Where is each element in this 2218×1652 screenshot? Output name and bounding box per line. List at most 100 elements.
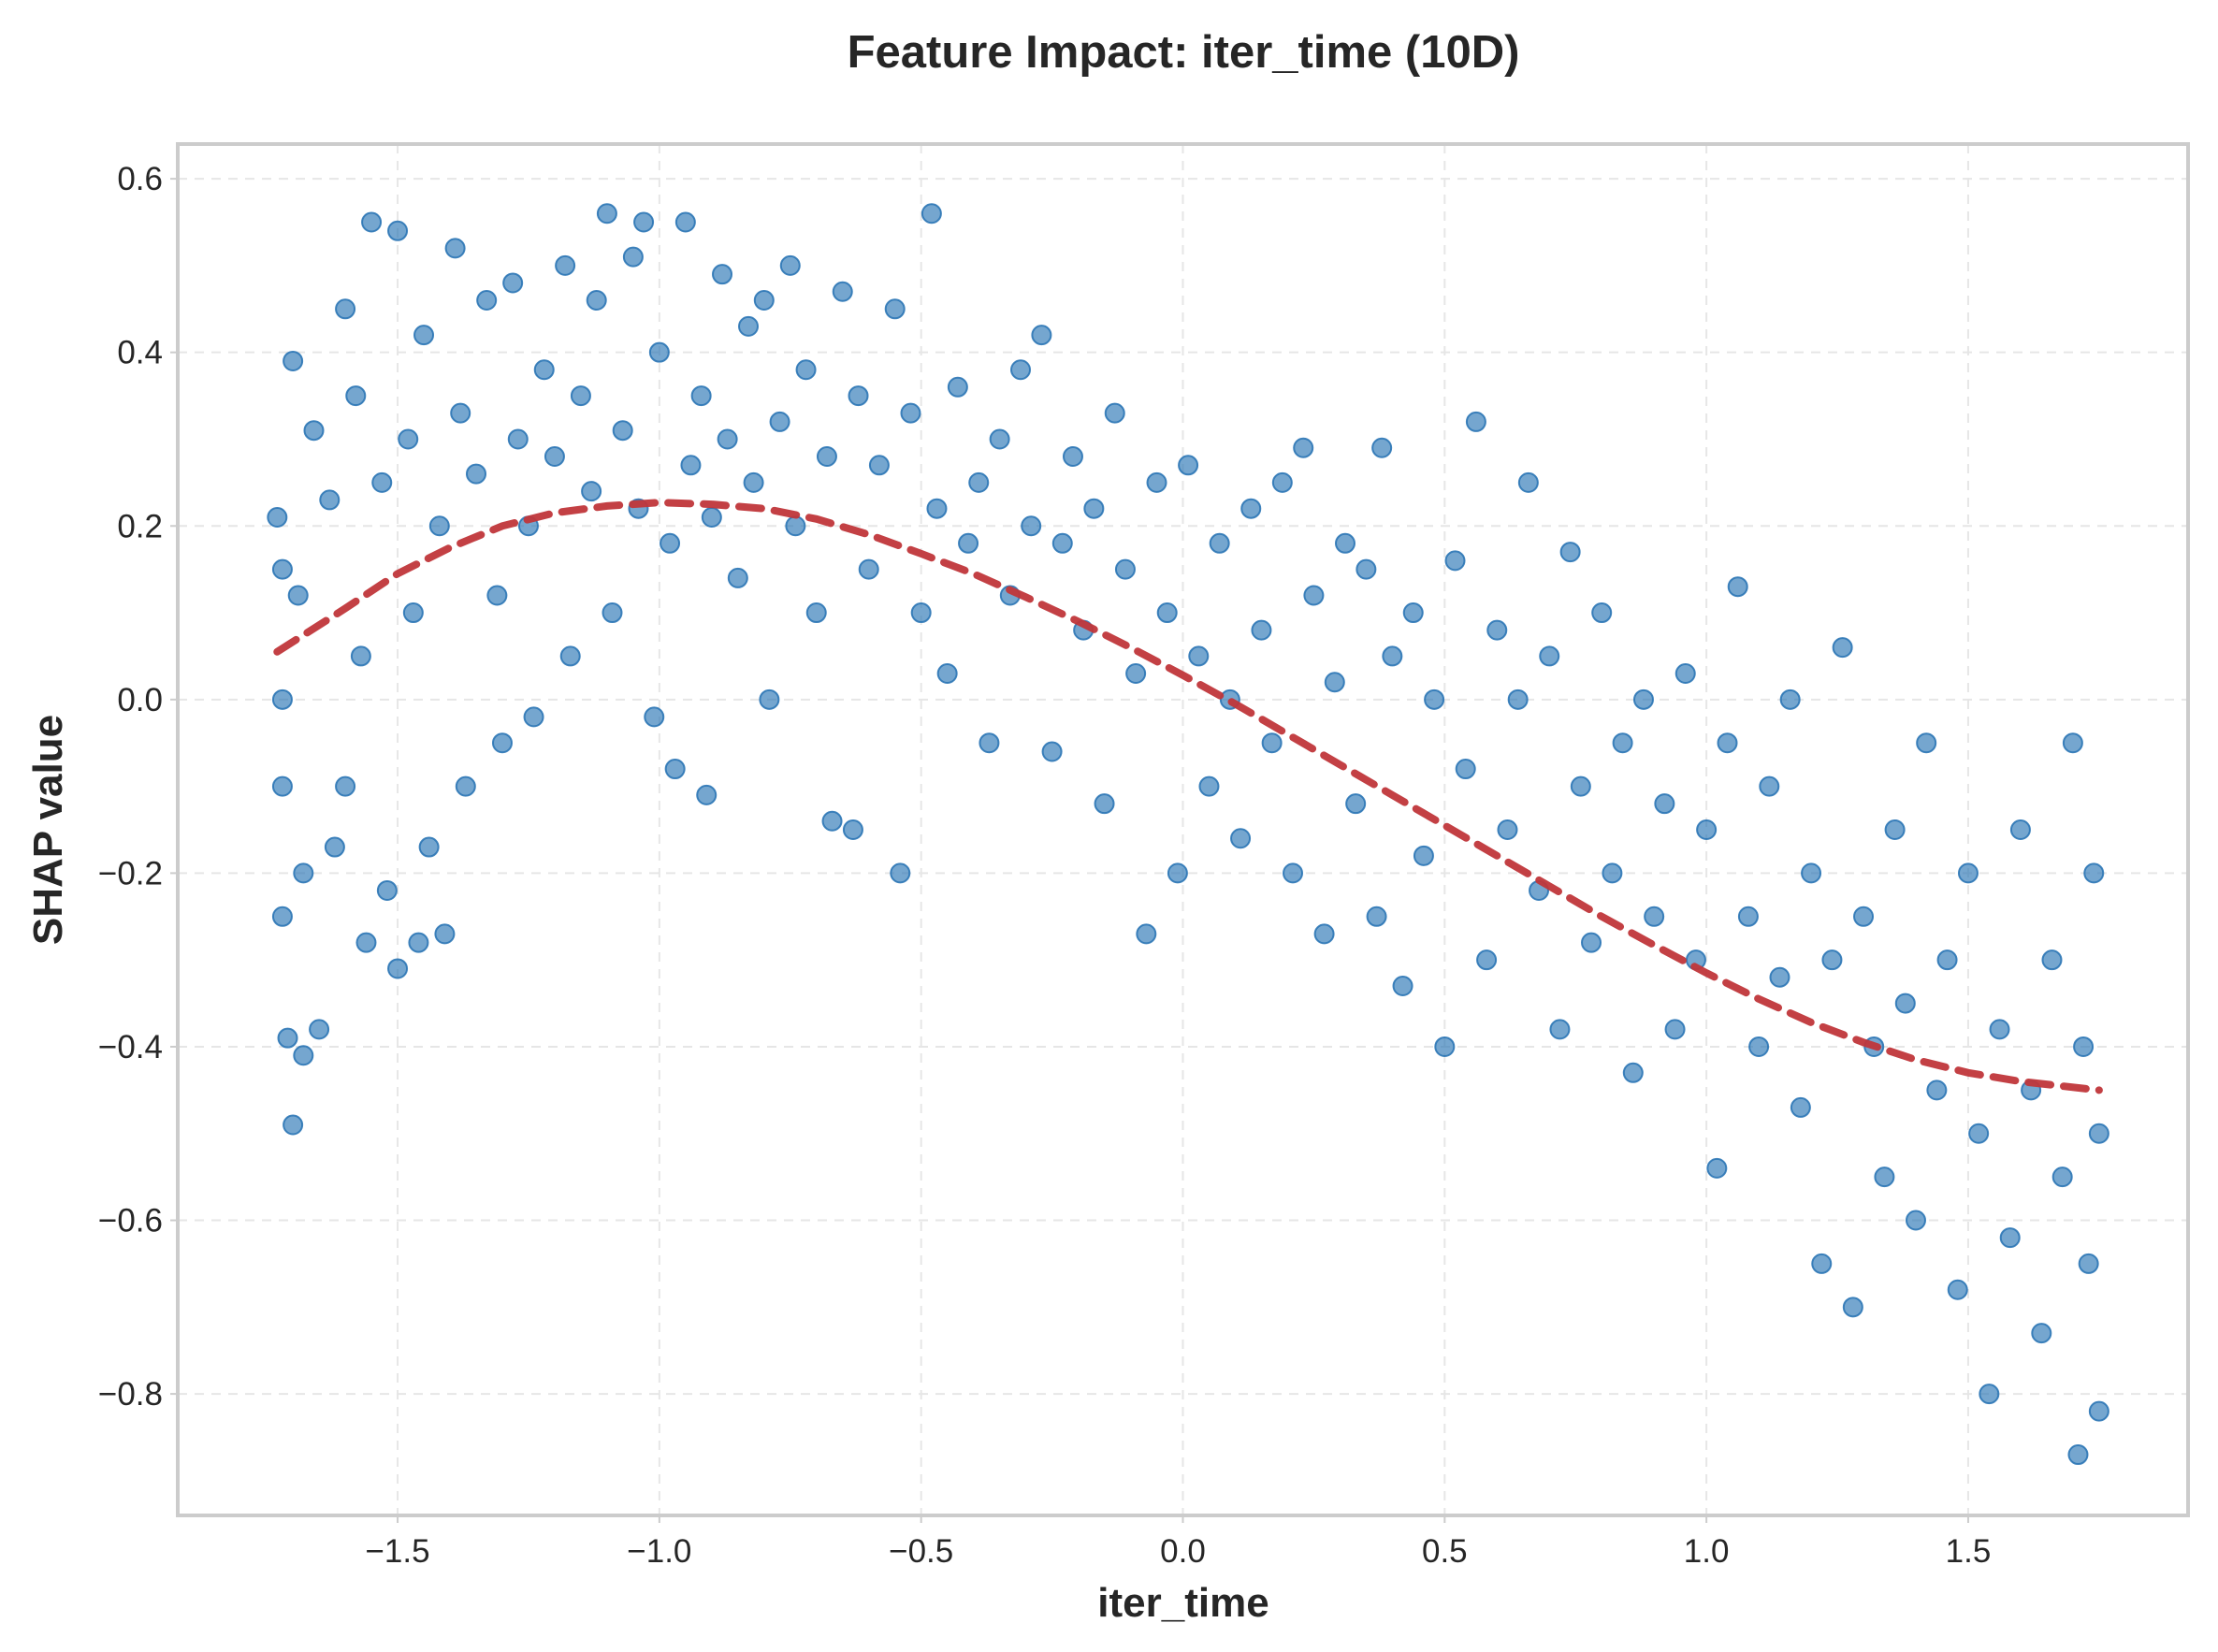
scatter-point: [1465, 411, 1486, 432]
scatter-point: [1539, 645, 1560, 667]
grid: [178, 144, 2188, 1515]
scatter-point: [759, 688, 780, 710]
scatter-point: [1999, 1227, 2021, 1249]
scatter-point: [690, 385, 712, 407]
y-axis-ticks: 0.6 0.4 0.2 0.0 −0.2 −0.4 −0.6 −0.8: [98, 161, 178, 1413]
scatter-point: [848, 385, 869, 407]
y-tick-label: 0.6: [117, 161, 163, 197]
scatter-point: [1094, 793, 1115, 815]
scatter-point: [1125, 662, 1147, 684]
scatter-point: [1926, 1080, 1948, 1101]
scatter-point: [1727, 576, 1748, 598]
scatter-point: [1779, 688, 1801, 710]
scatter-point: [910, 602, 932, 624]
scatter-point: [1853, 906, 1875, 927]
scatter-point: [1821, 949, 1843, 971]
scatter-point: [1392, 976, 1413, 997]
scatter-point: [1622, 1062, 1644, 1083]
scatter-point: [1444, 550, 1466, 572]
x-tick-label: 0.5: [1422, 1533, 1468, 1570]
scatter-point: [1790, 1096, 1811, 1118]
scatter-point: [1644, 906, 1665, 927]
scatter-point: [1801, 862, 1822, 884]
scatter-point: [1366, 906, 1387, 927]
scatter-point: [371, 471, 393, 493]
scatter-point: [1083, 498, 1105, 519]
trend-line-layer: [273, 499, 2103, 1094]
scatter-point: [1293, 437, 1314, 458]
scatter-point: [1156, 602, 1178, 624]
scatter-point: [1916, 732, 1937, 754]
scatter-point: [1324, 672, 1345, 693]
scatter-point: [1240, 498, 1262, 519]
scatter-point: [1261, 732, 1283, 754]
scatter-point: [1230, 828, 1252, 849]
scatter-point: [1706, 1157, 1728, 1179]
scatter-point: [633, 211, 655, 233]
scatter-point: [979, 732, 1000, 754]
scatter-point: [921, 203, 942, 225]
scatter-point: [701, 506, 722, 528]
scatter-point: [1178, 455, 1199, 476]
scatter-point: [1696, 819, 1718, 840]
scatter-point: [2078, 1253, 2099, 1274]
scatter-point: [1654, 793, 1675, 815]
y-tick-label: 0.2: [117, 508, 163, 544]
scatter-point: [361, 211, 383, 233]
scatter-point: [660, 532, 681, 554]
x-tick-label: −1.5: [365, 1533, 429, 1570]
scatter-point: [581, 481, 602, 502]
scatter-point: [1602, 862, 1623, 884]
scatter-point: [2031, 1323, 2052, 1344]
scatter-point: [434, 923, 456, 945]
scatter-point: [753, 290, 775, 312]
scatter-point: [1507, 688, 1529, 710]
scatter-point: [832, 281, 853, 302]
trend-line: [273, 499, 2103, 1094]
scatter-point: [674, 211, 696, 233]
scatter-point: [559, 645, 581, 667]
scatter-point: [402, 602, 424, 624]
scatter-point: [1402, 602, 1424, 624]
scatter-points: [267, 203, 2109, 1466]
scatter-point: [842, 819, 863, 840]
scatter-point: [1769, 966, 1790, 988]
y-tick-label: 0.4: [117, 335, 163, 371]
scatter-point: [2088, 1123, 2109, 1144]
scatter-point: [428, 515, 450, 537]
scatter-point: [738, 315, 760, 337]
scatter-point: [1549, 1019, 1571, 1040]
x-tick-label: −0.5: [889, 1533, 953, 1570]
scatter-point: [947, 376, 968, 398]
scatter-point: [622, 246, 644, 268]
scatter-point: [1632, 688, 1654, 710]
y-tick-label: 0.0: [117, 682, 163, 718]
scatter-point: [387, 958, 409, 979]
scatter-point: [821, 810, 843, 832]
scatter-point: [1283, 862, 1304, 884]
scatter-point: [648, 341, 670, 363]
y-tick-label: −0.2: [98, 855, 163, 891]
scatter-point: [664, 759, 686, 780]
scatter-point: [507, 428, 529, 450]
scatter-point: [1041, 741, 1063, 762]
scatter-point: [1382, 645, 1403, 667]
scatter-point: [1737, 906, 1759, 927]
scatter-point: [816, 446, 837, 468]
scatter-point: [743, 471, 764, 493]
scatter-point: [1413, 845, 1434, 866]
scatter-point: [277, 1027, 298, 1049]
scatter-point: [1612, 732, 1633, 754]
scatter-point: [1251, 619, 1272, 641]
scatter-point: [324, 836, 345, 858]
x-axis-ticks: −1.5 −1.0 −0.5 0.0 0.5 1.0 1.5: [365, 1515, 1991, 1570]
scatter-point: [1717, 732, 1738, 754]
scatter-point: [544, 446, 565, 468]
scatter-point: [350, 645, 371, 667]
scatter-point: [2062, 732, 2083, 754]
scatter-point: [1884, 819, 1906, 840]
scatter-point: [1517, 471, 1539, 493]
scatter-point: [1581, 932, 1602, 953]
scatter-point: [1989, 1019, 2010, 1040]
